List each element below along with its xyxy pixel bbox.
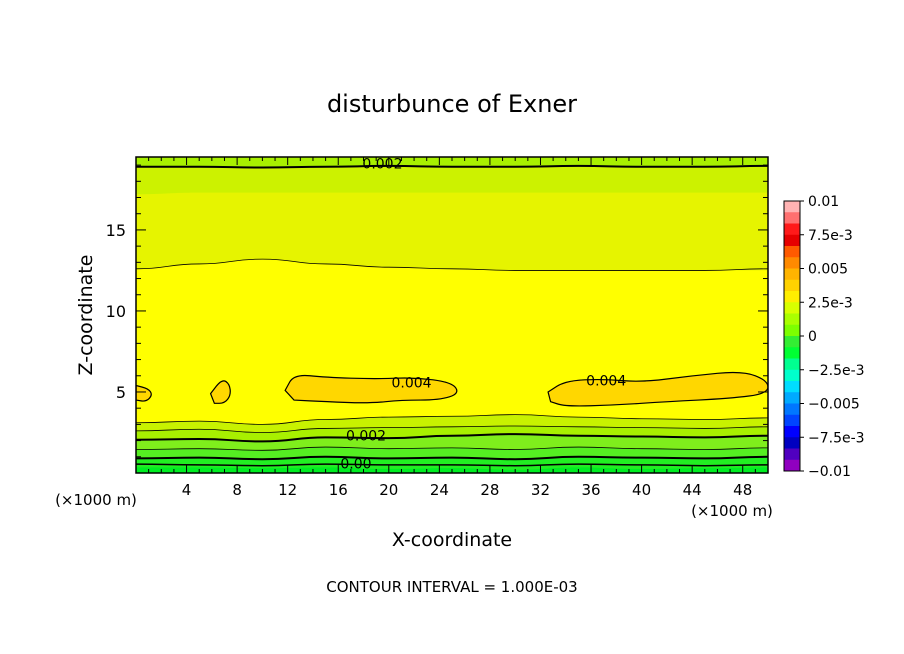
contour-lines — [136, 164, 768, 467]
colorbar-segment — [784, 459, 800, 472]
contour-interval-note: CONTOUR INTERVAL = 1.000E-03 — [326, 578, 577, 596]
colorbar-label: −2.5e-3 — [808, 363, 865, 379]
contour-label: 0.00 — [340, 456, 371, 472]
x-tick-label: 4 — [182, 481, 192, 499]
contour-label: 0.004 — [586, 374, 626, 390]
colorbar-label: 0 — [808, 329, 817, 345]
colorbar-segment — [784, 437, 800, 449]
colorbar-segment — [784, 392, 800, 404]
colorbar-segment — [784, 257, 800, 269]
fill-island-0 — [285, 375, 457, 403]
colorbar-segment — [784, 347, 800, 359]
contour-line-2 — [136, 446, 768, 451]
colorbar-segment — [784, 403, 800, 416]
fill-island-2 — [210, 380, 231, 404]
colorbar-label: 7.5e-3 — [808, 228, 853, 244]
colorbar-segment — [784, 313, 800, 326]
colorbar-segment — [784, 291, 800, 303]
x-tick-label: 20 — [379, 481, 398, 499]
contour-label: 0.004 — [392, 375, 432, 391]
fill-upper-band-3 — [136, 157, 768, 167]
y-tick-label: 15 — [106, 221, 126, 240]
x-tick-label: 40 — [632, 481, 651, 499]
colorbar-segment — [784, 324, 800, 337]
x-tick-label: 36 — [581, 481, 600, 499]
x-axis-unit-left: (×1000 m) — [55, 491, 137, 509]
contour-line-5 — [136, 414, 768, 425]
x-tick-label: 12 — [278, 481, 297, 499]
colorbar-segment — [784, 223, 800, 236]
colorbar-segment — [784, 279, 800, 292]
colorbar-segment — [784, 448, 800, 461]
filled-contours — [136, 157, 768, 473]
colorbar-segment — [784, 268, 800, 281]
colorbar-segment — [784, 201, 800, 213]
colorbar-segment — [784, 212, 800, 224]
y-axis-label: Z-coordinate — [75, 255, 97, 376]
contour-island-2 — [209, 380, 231, 404]
fill-island-1 — [548, 372, 768, 406]
colorbar-segment — [784, 369, 800, 382]
colorbar-segment — [784, 358, 800, 371]
contour-line-zero — [136, 463, 768, 467]
x-axis-unit-right: (×1000 m) — [691, 502, 773, 520]
contour-island-1 — [547, 371, 768, 407]
colorbar-label: −0.01 — [808, 464, 851, 480]
colorbar-segment — [784, 426, 800, 438]
contour-line-mid — [136, 258, 768, 271]
x-tick-label: 44 — [683, 481, 702, 499]
contour-island-0 — [284, 374, 458, 404]
x-tick-label: 28 — [480, 481, 499, 499]
x-tick-label: 16 — [329, 481, 348, 499]
colorbar-label: 0.005 — [808, 262, 848, 278]
contour-island-3 — [136, 384, 152, 402]
contour-labels: 0.002 0.004 0.004 0.002 0.00 — [340, 156, 626, 472]
colorbar-segment — [784, 336, 800, 348]
contour-label: 0.002 — [362, 156, 402, 172]
colorbar-segment — [784, 234, 800, 247]
chart-title: disturbunce of Exner — [327, 90, 577, 118]
x-tick-label: 32 — [531, 481, 550, 499]
contour-label: 0.002 — [346, 429, 386, 445]
x-tick-label: 48 — [733, 481, 752, 499]
colorbar-label: −7.5e-3 — [808, 430, 865, 446]
colorbar-segment — [784, 381, 800, 393]
colorbar-segment — [784, 414, 800, 427]
colorbar-label: −0.005 — [808, 397, 860, 413]
colorbar: 0.01 7.5e-3 0.005 2.5e-3 0 −2.5e-3 −0.005 −7.5e… — [783, 194, 865, 480]
x-axis-label: X-coordinate — [392, 529, 512, 551]
y-tick-label: 10 — [106, 302, 126, 321]
colorbar-segment — [784, 302, 800, 314]
colorbar-segment — [784, 246, 800, 258]
contour-line-top — [136, 164, 768, 169]
contour-line-4 — [136, 425, 768, 433]
colorbar-label: 2.5e-3 — [808, 295, 853, 311]
contour-line-3 — [136, 433, 768, 443]
x-tick-label: 8 — [232, 481, 242, 499]
x-tick-label: 24 — [430, 481, 449, 499]
colorbar-label: 0.01 — [808, 194, 839, 210]
contour-line-1 — [136, 455, 768, 461]
y-tick-label: 5 — [116, 383, 126, 402]
